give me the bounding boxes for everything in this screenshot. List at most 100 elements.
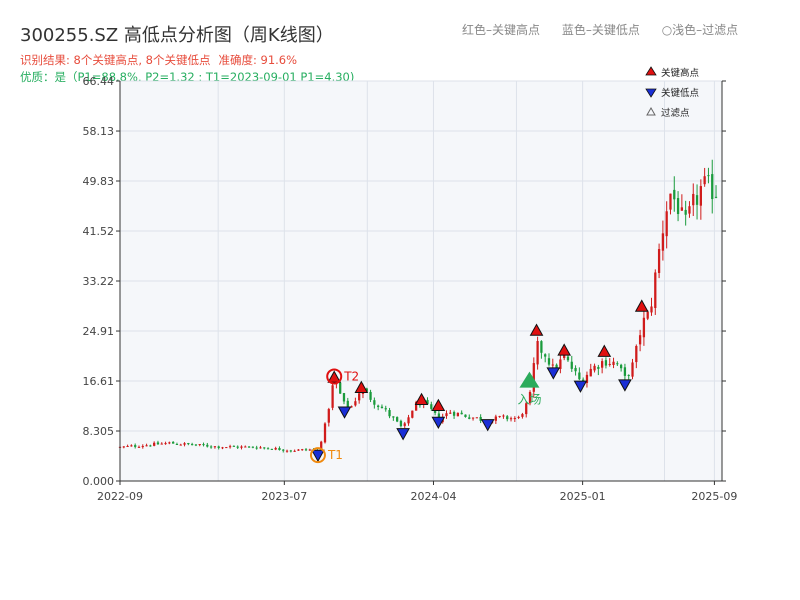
candle — [297, 449, 300, 451]
candle — [369, 389, 372, 403]
candle — [604, 357, 608, 369]
candle-body — [399, 420, 403, 427]
axes: 0.000 8.305 16.61 24.91 33.22 41.52 49.83 58.13… — [83, 75, 738, 503]
candle-body — [623, 367, 627, 376]
candle — [616, 361, 619, 367]
candle — [172, 441, 175, 444]
candle — [635, 344, 638, 369]
y-tick-label: 33.22 — [83, 275, 115, 288]
candle-body — [665, 211, 668, 237]
candle-body — [285, 450, 289, 452]
candle-body — [183, 443, 186, 445]
candle — [183, 442, 186, 447]
candle-body — [684, 209, 687, 215]
t1-label: T1 — [327, 448, 343, 462]
candle — [707, 167, 710, 184]
candle — [289, 449, 292, 453]
candle — [160, 442, 163, 445]
candle — [263, 447, 266, 450]
candle — [692, 183, 695, 217]
candle — [259, 445, 262, 449]
candle-body — [513, 418, 516, 420]
candle — [304, 448, 308, 452]
candle — [149, 444, 152, 447]
y-tick-label: 8.305 — [83, 425, 115, 438]
candle-body — [266, 448, 270, 450]
candle-body — [175, 443, 179, 445]
legend-low-icon — [645, 88, 657, 98]
candle — [141, 444, 144, 449]
candle-body — [308, 449, 311, 451]
candle-body — [521, 414, 524, 417]
candle — [198, 443, 201, 447]
candle-body — [198, 444, 201, 446]
candle-body — [141, 446, 144, 448]
candle-body — [570, 361, 573, 369]
candle-body — [627, 374, 630, 376]
candle-body — [452, 412, 456, 416]
candle — [646, 310, 649, 321]
legend-filtered-icon — [646, 106, 656, 116]
candle — [209, 445, 213, 449]
candle-body — [638, 335, 642, 345]
candle — [638, 329, 642, 352]
accuracy-text: 准确度: 91.6% — [218, 53, 298, 67]
candle-body — [255, 447, 258, 449]
candle-body — [676, 198, 680, 215]
candle-body — [259, 447, 262, 449]
candle-body — [320, 441, 323, 452]
candle — [608, 358, 611, 367]
candle — [544, 353, 547, 363]
candle — [194, 444, 198, 447]
candle-body — [619, 364, 623, 369]
candle-body — [657, 249, 661, 273]
t1-ring — [309, 447, 326, 464]
candle-body — [122, 446, 125, 448]
candle — [665, 201, 668, 249]
candle — [236, 445, 239, 449]
key-high-marker — [634, 299, 649, 312]
candle — [509, 416, 513, 422]
candle — [388, 407, 391, 419]
candle — [688, 201, 691, 218]
candle — [673, 176, 676, 212]
candle — [327, 407, 330, 427]
candle — [206, 442, 209, 448]
candle — [513, 416, 516, 422]
key-high-marker — [431, 398, 446, 412]
candle — [585, 371, 589, 388]
candle-body — [498, 416, 501, 418]
candle — [642, 310, 646, 346]
candle — [228, 444, 232, 449]
candle — [247, 445, 251, 448]
candle-body — [669, 193, 672, 210]
key-high-marker — [327, 370, 342, 383]
legend-red-high: 红色–关键高点 — [462, 23, 541, 37]
candle-body — [168, 442, 171, 444]
candle-body — [654, 272, 657, 309]
candle-body — [323, 423, 327, 443]
candle-body — [228, 446, 232, 448]
x-tick-label: 2025-01 — [560, 490, 606, 503]
key-high-marker — [414, 392, 429, 406]
candle — [574, 365, 577, 376]
candle-body — [449, 412, 452, 414]
candle — [714, 185, 718, 199]
candle — [532, 357, 535, 398]
candle-body — [646, 311, 649, 319]
candle — [578, 367, 581, 381]
candle-body — [190, 444, 194, 446]
candle-body — [164, 443, 167, 445]
y-tick-label: 16.61 — [83, 375, 115, 388]
candle-body — [430, 404, 433, 409]
candle — [395, 416, 399, 423]
candle-body — [373, 400, 376, 405]
candle — [342, 392, 346, 405]
candle-body — [456, 412, 460, 417]
y-tick-label: 49.83 — [83, 175, 115, 188]
candle — [449, 409, 452, 414]
candle-body — [468, 417, 471, 419]
candle-body — [635, 345, 638, 363]
